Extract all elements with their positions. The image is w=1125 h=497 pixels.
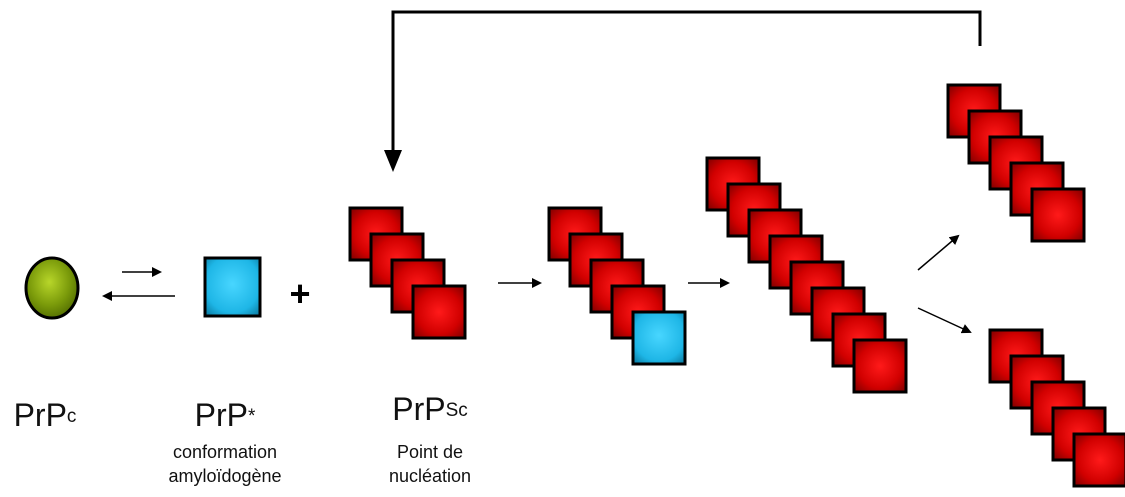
prpc-label: PrPc (5, 398, 85, 432)
prpsc-caption-line1: Point de (396, 442, 464, 462)
prpsc-nucleus-stack (348, 206, 467, 340)
prpc-circle (24, 256, 80, 320)
prpsc-unit-square (1030, 187, 1086, 243)
arrow-fragment-down (917, 307, 972, 334)
arrow-fragment-up (917, 234, 960, 271)
prpc-label-sup: c (66, 406, 77, 427)
prpstar-caption-line2: amyloïdogène (168, 466, 282, 486)
prpstar-square (203, 256, 262, 318)
prpstar-label-base: PrP (194, 397, 248, 433)
fragment-bottom-stack (988, 328, 1125, 488)
prpc-label-base: PrP (13, 397, 67, 433)
prpsc-caption: Point de nucléation (355, 440, 505, 488)
prpsc-unit-square (1072, 432, 1125, 488)
prpsc-label-sup: Sc (445, 400, 468, 421)
plus-sign: + (289, 273, 310, 314)
feedback-loop-arrow (391, 10, 982, 150)
growing-stack-with-prpstar (547, 206, 687, 366)
feedback-arrowhead (384, 150, 402, 172)
prpsc-unit-square (411, 284, 467, 340)
prpsc-label-base: PrP (392, 391, 446, 427)
prpstar-label-sup: * (247, 406, 256, 427)
prpstar-caption: conformation amyloïdogène (140, 440, 310, 488)
prpstar-caption-line1: conformation (172, 442, 278, 462)
elongated-fibril-stack (705, 156, 908, 394)
prpsc-caption-line2: nucléation (388, 466, 472, 486)
prpstar-unit-square (631, 310, 687, 366)
prpsc-unit-square (852, 338, 908, 394)
fragment-top-stack (946, 83, 1086, 243)
prpstar-label: PrP* (170, 398, 280, 432)
prpsc-label: PrPSc (370, 392, 490, 426)
